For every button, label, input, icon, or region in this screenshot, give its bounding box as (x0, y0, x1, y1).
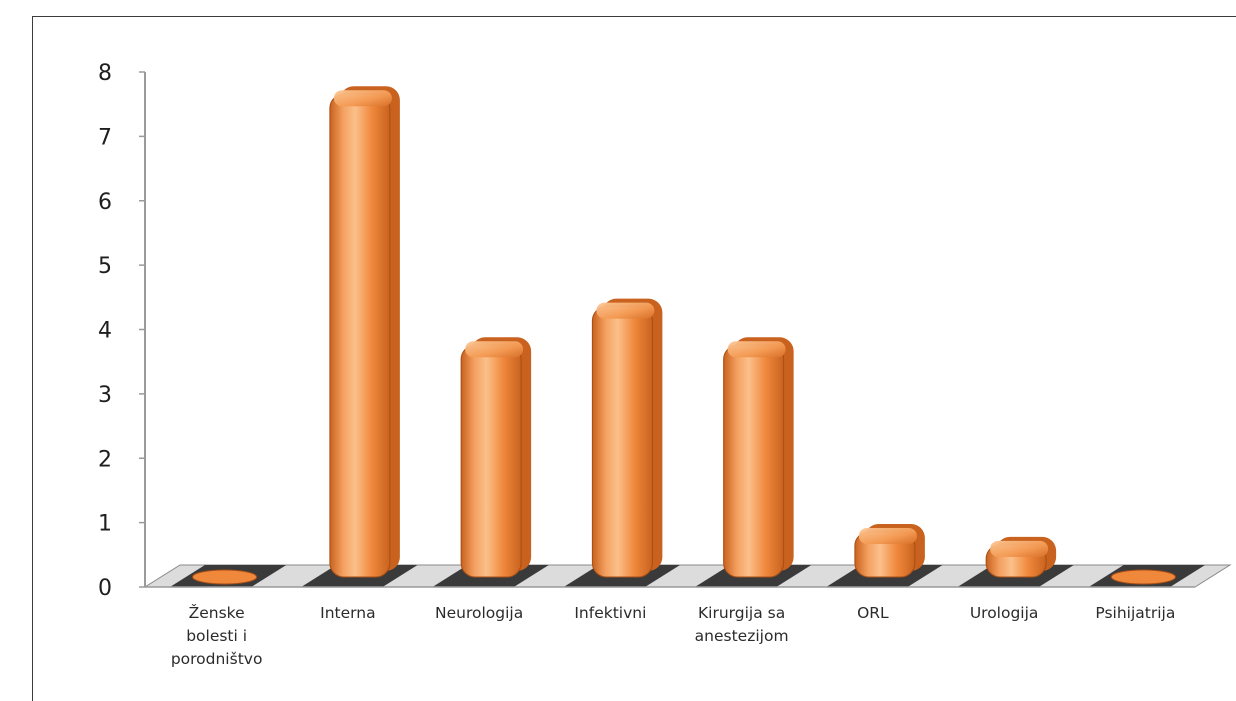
bar-cap (596, 302, 655, 319)
chart-floor (143, 564, 1232, 588)
bar (460, 337, 532, 578)
bar-disc (192, 569, 258, 585)
bar-cap (727, 341, 786, 358)
x-category-label: Neurologija (435, 604, 523, 622)
bars (192, 86, 1176, 585)
bar-body (329, 93, 391, 578)
y-tick-label: 6 (98, 190, 112, 215)
x-category-label: Interna (320, 604, 375, 622)
y-tick-label: 7 (98, 125, 112, 150)
bar-body (723, 344, 785, 578)
y-tick-label: 2 (98, 447, 112, 472)
bar (591, 298, 663, 578)
x-category-label-line: Interna (320, 604, 375, 622)
x-category-label: Infektivni (574, 604, 646, 622)
y-tick-label: 4 (98, 319, 112, 344)
bar (192, 569, 258, 585)
x-category-label-line: ORL (857, 604, 889, 622)
x-category-label: Psihijatrija (1095, 604, 1175, 622)
bar-cap (990, 540, 1049, 557)
x-category-label-line: Infektivni (574, 604, 646, 622)
bar-disc (1110, 569, 1176, 585)
bar-body (591, 306, 653, 578)
x-category-label-line: anestezijom (695, 627, 789, 645)
category-labels: Ženske bolesti i porodništvo Interna Neurolo… (171, 603, 1176, 668)
x-category-label-line: Urologija (970, 604, 1039, 622)
x-category-label-line: bolesti i (186, 627, 247, 645)
x-category-label: Urologija (970, 604, 1039, 622)
bar (329, 86, 400, 578)
x-category-label: Kirurgija sa anestezijom (695, 604, 789, 645)
chart-frame (32, 16, 1236, 701)
x-category-label-line: Ženske (189, 603, 245, 622)
x-category-label: Ženske bolesti i porodništvo (171, 603, 263, 668)
bar-cap (858, 527, 917, 544)
y-axis: 0 1 2 3 4 5 6 7 8 (98, 61, 146, 601)
bar (854, 523, 925, 578)
y-tick-label: 0 (98, 576, 112, 601)
x-category-label-line: porodništvo (171, 650, 263, 668)
bar (985, 536, 1057, 578)
bar-body (460, 344, 522, 578)
y-tick-label: 3 (98, 383, 112, 408)
bar (1110, 569, 1176, 585)
y-tick-label: 5 (98, 254, 112, 279)
bar-cap (465, 341, 524, 358)
x-category-label-line: Neurologija (435, 604, 523, 622)
y-tick-label: 1 (98, 512, 112, 537)
y-tick-label: 8 (98, 61, 112, 86)
bar (723, 337, 794, 578)
x-category-label-line: Kirurgija sa (698, 604, 785, 622)
x-category-label-line: Psihijatrija (1095, 604, 1175, 622)
x-category-label: ORL (857, 604, 889, 622)
bar-cap (333, 90, 392, 107)
